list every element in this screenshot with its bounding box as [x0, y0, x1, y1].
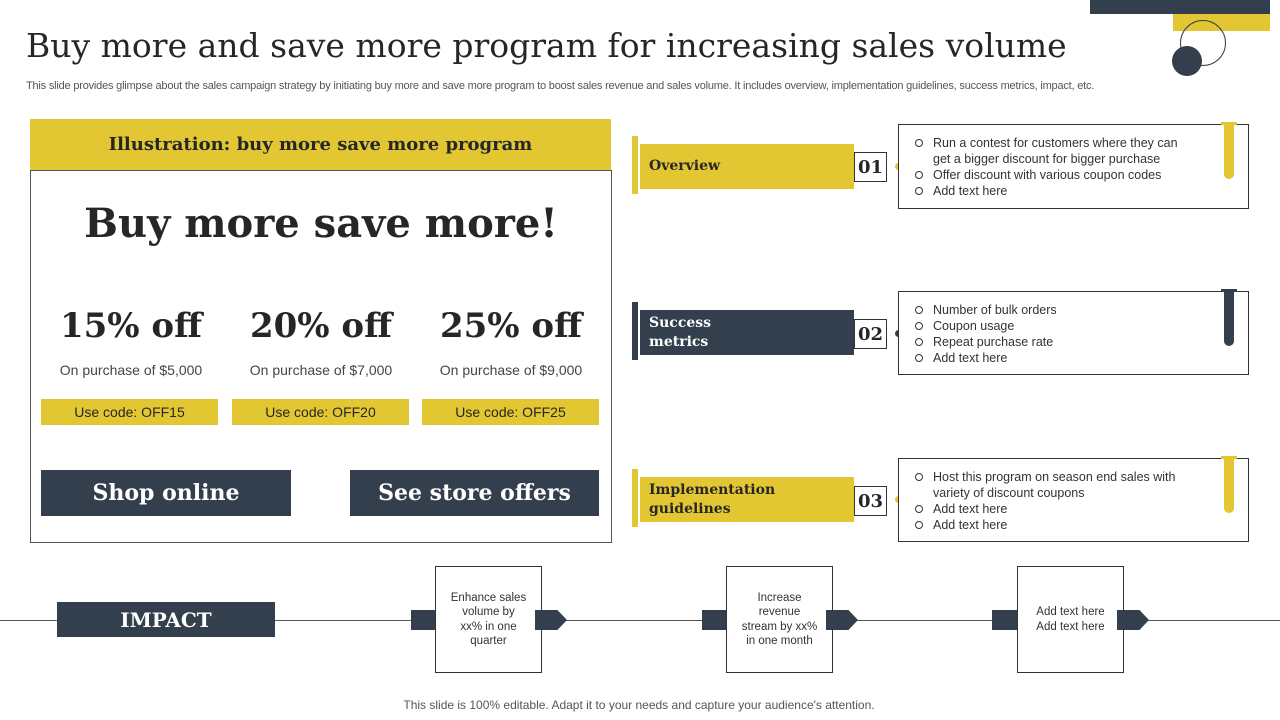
- stage-label: Overview: [649, 158, 721, 174]
- tag-stripe: [632, 302, 640, 360]
- impact-box: Enhance sales volume by xx% in one quart…: [435, 566, 542, 673]
- card-marker: [1221, 456, 1237, 513]
- card-marker: [1221, 122, 1237, 179]
- list-item: Add text here: [915, 517, 1188, 533]
- list-item: Coupon usage: [915, 318, 1188, 334]
- tag-stripe: [632, 469, 640, 527]
- offer-percent: 25% off: [439, 306, 583, 346]
- impact-line: [0, 620, 1280, 621]
- list-item: Number of bulk orders: [915, 302, 1188, 318]
- stage-card-implementation: Host this program on season end sales wi…: [898, 456, 1249, 542]
- coupon-code: Use code: OFF25: [422, 399, 599, 425]
- offer-condition: On purchase of $7,000: [249, 362, 393, 378]
- list-item: Run a contest for customers where they c…: [915, 135, 1188, 167]
- stage-tag-success-metrics: Success metrics: [632, 302, 854, 360]
- stage-label: Success metrics: [649, 314, 712, 350]
- stage-label: Implementation guidelines: [649, 481, 776, 517]
- impact-box: Add text here Add text here: [1017, 566, 1124, 673]
- offer-card: 25% off On purchase of $9,000: [422, 306, 600, 378]
- illustration-panel: [30, 170, 612, 543]
- impact-box: Increase revenue stream by xx% in one mo…: [726, 566, 833, 673]
- corner-bar-dark: [1090, 0, 1270, 14]
- impact-label: IMPACT: [57, 602, 275, 637]
- shop-online-button[interactable]: Shop online: [41, 470, 291, 516]
- list-item: Offer discount with various coupon codes: [915, 167, 1188, 183]
- stage-number: 01: [854, 152, 887, 182]
- arrow-icon: [535, 610, 567, 630]
- offer-condition: On purchase of $9,000: [439, 362, 583, 378]
- arrow-icon: [1117, 610, 1149, 630]
- offer-percent: 15% off: [59, 306, 203, 346]
- tag-stripe: [632, 136, 640, 194]
- card-marker: [1221, 289, 1237, 346]
- list-item: Add text here: [915, 501, 1188, 517]
- slide-title: Buy more and save more program for incre…: [26, 26, 1067, 65]
- headline: Buy more save more!: [84, 200, 558, 247]
- coupon-code: Use code: OFF20: [232, 399, 409, 425]
- slide-subtitle: This slide provides glimpse about the sa…: [26, 80, 1095, 92]
- corner-dot: [1172, 46, 1202, 76]
- offer-card: 15% off On purchase of $5,000: [42, 306, 220, 378]
- footer-note: This slide is 100% editable. Adapt it to…: [403, 698, 875, 712]
- list-item: Add text here: [915, 350, 1188, 366]
- list-item: Host this program on season end sales wi…: [915, 469, 1188, 501]
- stage-card-overview: Run a contest for customers where they c…: [898, 122, 1249, 209]
- stage-tag-overview: Overview: [632, 136, 854, 194]
- offer-condition: On purchase of $5,000: [59, 362, 203, 378]
- see-store-offers-button[interactable]: See store offers: [350, 470, 599, 516]
- stage-number: 02: [854, 319, 887, 349]
- corner-ring: [1180, 20, 1226, 66]
- coupon-code: Use code: OFF15: [41, 399, 218, 425]
- connector-block: [992, 610, 1024, 630]
- stage-number: 03: [854, 486, 887, 516]
- illustration-header: Illustration: buy more save more program: [30, 119, 611, 170]
- offer-card: 20% off On purchase of $7,000: [232, 306, 410, 378]
- offer-percent: 20% off: [249, 306, 393, 346]
- list-item: Repeat purchase rate: [915, 334, 1188, 350]
- stage-card-success-metrics: Number of bulk orders Coupon usage Repea…: [898, 289, 1249, 375]
- list-item: Add text here: [915, 183, 1188, 199]
- arrow-icon: [826, 610, 858, 630]
- stage-tag-implementation: Implementation guidelines: [632, 469, 854, 527]
